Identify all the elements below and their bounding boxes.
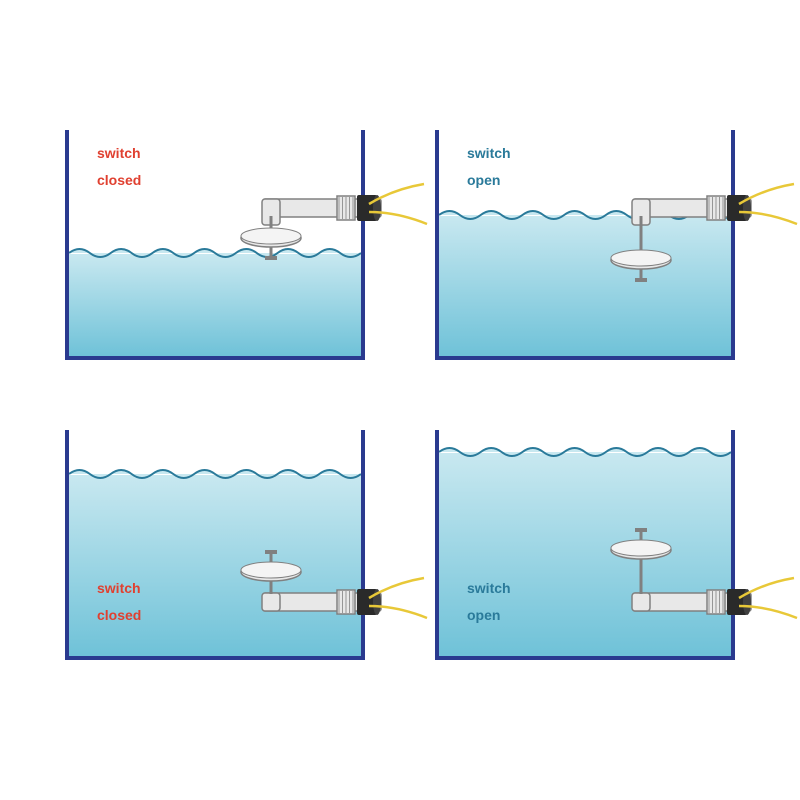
float-switch-assembly bbox=[219, 510, 389, 645]
tank-top-right: switch open bbox=[435, 130, 735, 360]
switch-state-label: switch closed bbox=[97, 575, 141, 628]
water-surface-wave bbox=[69, 466, 361, 484]
tank-bottom-left: switch closed bbox=[65, 430, 365, 660]
diagram-grid: switch closed switch open switch closed … bbox=[65, 130, 735, 670]
float-switch-assembly bbox=[589, 170, 759, 305]
float-switch-assembly bbox=[219, 170, 389, 305]
water-surface-wave bbox=[439, 444, 731, 462]
switch-state-label: switch open bbox=[467, 575, 511, 628]
switch-state-label: switch open bbox=[467, 140, 511, 193]
tank-bottom-right: switch open bbox=[435, 430, 735, 660]
tank-top-left: switch closed bbox=[65, 130, 365, 360]
float-switch-assembly bbox=[589, 510, 759, 645]
switch-state-label: switch closed bbox=[97, 140, 141, 193]
